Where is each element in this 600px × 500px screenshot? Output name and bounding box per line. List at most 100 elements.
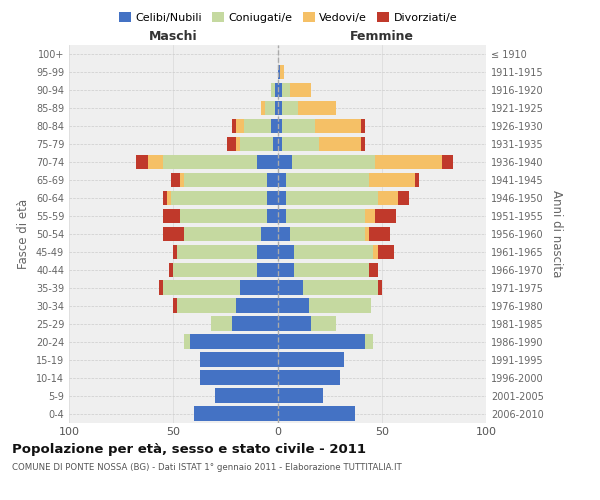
Bar — [200, 370, 277, 385]
Bar — [275, 100, 277, 115]
Bar — [290, 82, 311, 97]
Bar — [167, 190, 171, 205]
Bar — [271, 118, 277, 133]
Bar — [171, 190, 267, 205]
Bar — [365, 334, 373, 349]
Bar — [281, 82, 290, 97]
Bar — [377, 244, 394, 259]
Bar — [277, 406, 355, 420]
Bar — [194, 406, 277, 420]
Bar — [257, 262, 277, 277]
Bar — [274, 136, 277, 151]
Bar — [286, 190, 377, 205]
Text: Femmine: Femmine — [350, 30, 414, 43]
Bar — [277, 316, 311, 331]
Bar — [173, 244, 178, 259]
Bar — [267, 190, 277, 205]
Bar — [261, 226, 277, 241]
Bar — [298, 100, 336, 115]
Bar — [365, 208, 376, 223]
Bar — [215, 388, 277, 402]
Bar — [281, 100, 298, 115]
Bar — [365, 226, 369, 241]
Bar — [158, 280, 163, 295]
Bar — [173, 262, 257, 277]
Bar — [277, 244, 294, 259]
Bar — [257, 244, 277, 259]
Bar — [163, 226, 184, 241]
Bar — [211, 316, 232, 331]
Bar — [277, 226, 290, 241]
Bar — [442, 154, 452, 169]
Bar — [277, 352, 344, 367]
Bar — [280, 65, 284, 79]
Bar — [136, 154, 148, 169]
Bar — [261, 100, 265, 115]
Bar — [236, 118, 244, 133]
Bar — [277, 154, 292, 169]
Text: Maschi: Maschi — [149, 30, 197, 43]
Bar — [277, 190, 286, 205]
Bar — [232, 316, 277, 331]
Bar — [236, 298, 277, 313]
Bar — [290, 226, 365, 241]
Bar — [309, 298, 371, 313]
Y-axis label: Anni di nascita: Anni di nascita — [550, 190, 563, 278]
Bar — [377, 280, 382, 295]
Bar — [281, 118, 315, 133]
Bar — [277, 334, 365, 349]
Bar — [184, 226, 261, 241]
Bar — [377, 190, 398, 205]
Bar — [163, 190, 167, 205]
Bar — [294, 262, 369, 277]
Bar — [184, 334, 190, 349]
Bar — [163, 154, 257, 169]
Bar — [163, 208, 179, 223]
Bar — [315, 118, 361, 133]
Bar — [277, 100, 281, 115]
Bar — [163, 280, 240, 295]
Bar — [232, 118, 236, 133]
Bar — [277, 262, 294, 277]
Bar — [373, 244, 377, 259]
Bar — [200, 352, 277, 367]
Y-axis label: Fasce di età: Fasce di età — [17, 198, 30, 269]
Bar — [294, 244, 373, 259]
Bar — [267, 208, 277, 223]
Bar — [277, 370, 340, 385]
Bar — [376, 208, 397, 223]
Bar — [275, 82, 277, 97]
Bar — [227, 136, 236, 151]
Bar — [369, 172, 415, 187]
Text: COMUNE DI PONTE NOSSA (BG) - Dati ISTAT 1° gennaio 2011 - Elaborazione TUTTITALI: COMUNE DI PONTE NOSSA (BG) - Dati ISTAT … — [12, 463, 402, 472]
Bar — [319, 136, 361, 151]
Bar — [178, 298, 236, 313]
Bar — [277, 136, 281, 151]
Bar — [184, 172, 267, 187]
Bar — [281, 136, 319, 151]
Bar — [286, 208, 365, 223]
Bar — [240, 280, 277, 295]
Bar — [292, 154, 376, 169]
Bar — [244, 118, 271, 133]
Bar — [277, 208, 286, 223]
Bar — [265, 100, 275, 115]
Legend: Celibi/Nubili, Coniugati/e, Vedovi/e, Divorziati/e: Celibi/Nubili, Coniugati/e, Vedovi/e, Di… — [114, 8, 462, 28]
Bar — [277, 118, 281, 133]
Bar — [171, 172, 179, 187]
Bar — [311, 316, 336, 331]
Bar — [271, 82, 275, 97]
Bar — [277, 388, 323, 402]
Bar — [277, 280, 302, 295]
Bar — [277, 65, 280, 79]
Bar — [398, 190, 409, 205]
Bar — [277, 172, 286, 187]
Bar — [169, 262, 173, 277]
Bar — [240, 136, 274, 151]
Bar — [148, 154, 163, 169]
Bar — [267, 172, 277, 187]
Bar — [173, 298, 178, 313]
Bar — [236, 136, 240, 151]
Bar — [179, 208, 267, 223]
Bar — [286, 172, 369, 187]
